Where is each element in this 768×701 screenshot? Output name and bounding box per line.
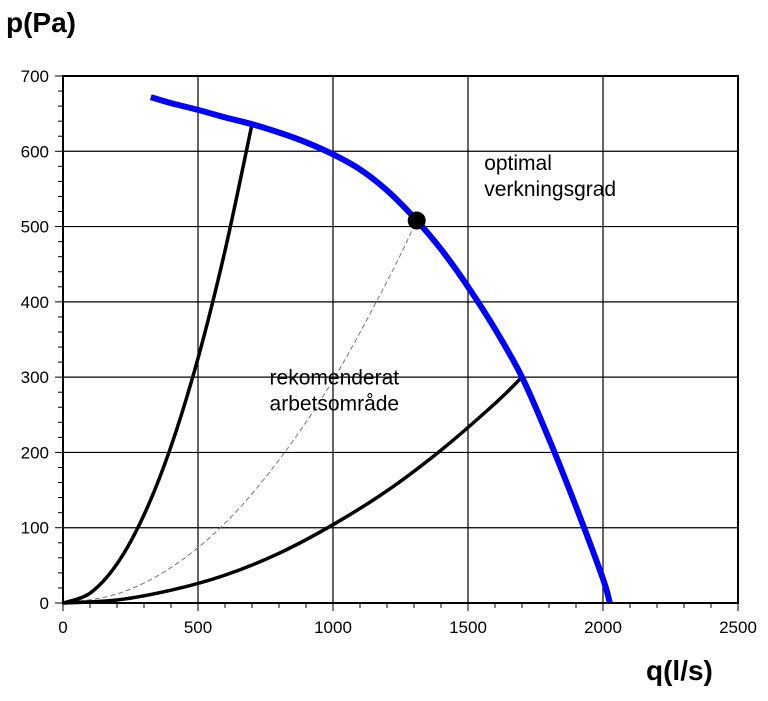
- y-tick-label: 300: [21, 368, 49, 387]
- y-tick-label: 400: [21, 293, 49, 312]
- x-tick-label: 500: [184, 618, 212, 637]
- y-tick-labels: 0 100 200 300 400 500 600 700: [21, 67, 49, 613]
- y-tick-label: 700: [21, 67, 49, 86]
- x-tick-label: 2000: [584, 618, 622, 637]
- x-axis-title: q(l/s): [646, 655, 713, 686]
- x-tick-label: 0: [58, 618, 67, 637]
- annotation-line: verkningsgrad: [484, 178, 616, 201]
- x-tick-label: 1500: [449, 618, 487, 637]
- y-tick-label: 100: [21, 519, 49, 538]
- plot-background: [63, 76, 738, 603]
- optimal-efficiency-point: [408, 212, 426, 230]
- y-axis-title: p(Pa): [6, 7, 76, 38]
- y-tick-label: 500: [21, 218, 49, 237]
- x-tick-label: 1000: [314, 618, 352, 637]
- y-tick-label: 0: [40, 594, 49, 613]
- y-tick-label: 200: [21, 443, 49, 462]
- x-tick-label: 2500: [719, 618, 757, 637]
- fan-chart: 0 500 1000 1500 2000 2500 0 100 200 300 400 500 600…: [0, 0, 768, 701]
- annotation-line: optimal: [484, 152, 552, 175]
- y-tick-label: 600: [21, 142, 49, 161]
- annotation-line: arbetsområde: [270, 393, 400, 416]
- x-tick-labels: 0 500 1000 1500 2000 2500: [58, 618, 757, 637]
- annotation-line: rekomenderat: [270, 367, 400, 390]
